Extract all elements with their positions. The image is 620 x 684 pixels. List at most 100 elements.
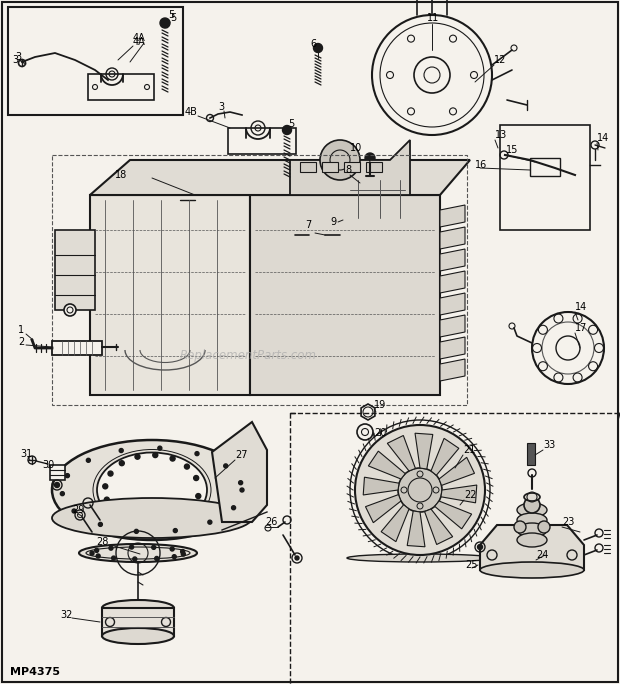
Bar: [527, 443, 535, 465]
Text: 1: 1: [18, 325, 24, 335]
Text: 14: 14: [575, 302, 587, 312]
Polygon shape: [440, 337, 465, 359]
Polygon shape: [407, 511, 425, 547]
Polygon shape: [290, 140, 410, 195]
Polygon shape: [366, 495, 401, 523]
Text: 20: 20: [374, 428, 386, 438]
Text: 4B: 4B: [184, 107, 197, 117]
Circle shape: [239, 481, 242, 485]
Polygon shape: [439, 458, 474, 486]
Polygon shape: [425, 509, 453, 544]
Ellipse shape: [517, 533, 547, 547]
Circle shape: [103, 484, 108, 489]
Circle shape: [158, 446, 162, 450]
Bar: [366, 162, 382, 172]
Polygon shape: [435, 501, 472, 529]
Text: 33: 33: [543, 440, 556, 450]
Text: 6: 6: [310, 39, 316, 49]
Circle shape: [99, 523, 102, 527]
Text: 32: 32: [60, 610, 73, 620]
Text: 28: 28: [97, 537, 109, 547]
Circle shape: [135, 454, 140, 459]
Text: 4A: 4A: [133, 33, 146, 43]
Text: 21: 21: [463, 445, 476, 455]
Polygon shape: [90, 160, 470, 195]
Polygon shape: [431, 438, 459, 475]
Circle shape: [355, 425, 485, 555]
Circle shape: [174, 529, 177, 533]
Text: 14: 14: [597, 133, 609, 143]
Text: 3: 3: [12, 55, 18, 65]
Ellipse shape: [480, 562, 584, 578]
Circle shape: [119, 449, 123, 453]
Circle shape: [155, 557, 159, 560]
Text: 16: 16: [475, 160, 487, 170]
Circle shape: [320, 140, 360, 180]
Polygon shape: [480, 525, 584, 570]
Circle shape: [72, 509, 76, 513]
Polygon shape: [361, 404, 375, 420]
Polygon shape: [415, 433, 433, 469]
Ellipse shape: [524, 493, 540, 501]
Text: 2: 2: [18, 337, 24, 347]
Circle shape: [365, 153, 375, 163]
Circle shape: [177, 516, 182, 521]
Circle shape: [126, 518, 131, 523]
Bar: [102, 608, 174, 636]
Text: 7: 7: [305, 220, 311, 230]
Text: 3: 3: [15, 52, 21, 62]
Text: 31: 31: [20, 449, 32, 459]
Text: 24: 24: [536, 550, 548, 560]
Bar: [343, 178, 413, 220]
Circle shape: [170, 547, 174, 551]
Circle shape: [112, 556, 115, 560]
Circle shape: [477, 544, 482, 549]
Polygon shape: [440, 227, 465, 249]
Circle shape: [195, 451, 199, 456]
Text: 5: 5: [170, 13, 176, 23]
Circle shape: [152, 545, 156, 549]
Text: 8: 8: [345, 165, 351, 175]
Circle shape: [119, 461, 124, 466]
Polygon shape: [440, 205, 465, 227]
Circle shape: [112, 509, 117, 514]
Text: 30: 30: [42, 460, 55, 470]
Bar: [530, 158, 560, 176]
Text: 9: 9: [330, 217, 336, 227]
Circle shape: [514, 521, 526, 533]
Circle shape: [181, 552, 185, 556]
Polygon shape: [440, 293, 465, 315]
Polygon shape: [368, 451, 405, 479]
Circle shape: [161, 521, 166, 527]
Polygon shape: [90, 195, 250, 395]
Circle shape: [143, 522, 148, 527]
Circle shape: [86, 458, 91, 462]
Circle shape: [208, 520, 212, 524]
Polygon shape: [212, 422, 267, 522]
Polygon shape: [381, 505, 409, 542]
Circle shape: [95, 549, 99, 553]
Text: 4A: 4A: [133, 37, 146, 47]
Bar: [50, 465, 65, 480]
Circle shape: [193, 475, 198, 481]
Polygon shape: [440, 359, 465, 381]
Bar: [300, 162, 316, 172]
Circle shape: [283, 125, 291, 135]
Bar: [322, 162, 338, 172]
Circle shape: [524, 497, 540, 513]
Text: 5: 5: [288, 119, 294, 129]
Text: 3: 3: [218, 102, 224, 112]
Circle shape: [398, 468, 442, 512]
Text: 5: 5: [168, 10, 174, 20]
Bar: [228, 128, 296, 154]
Bar: [88, 74, 154, 100]
Ellipse shape: [102, 600, 174, 616]
Text: 18: 18: [115, 170, 127, 180]
Circle shape: [224, 464, 228, 468]
Polygon shape: [440, 271, 465, 293]
Circle shape: [96, 554, 100, 558]
Circle shape: [64, 304, 76, 316]
Text: 15: 15: [506, 145, 518, 155]
Circle shape: [189, 506, 194, 511]
Text: 27: 27: [235, 450, 247, 460]
